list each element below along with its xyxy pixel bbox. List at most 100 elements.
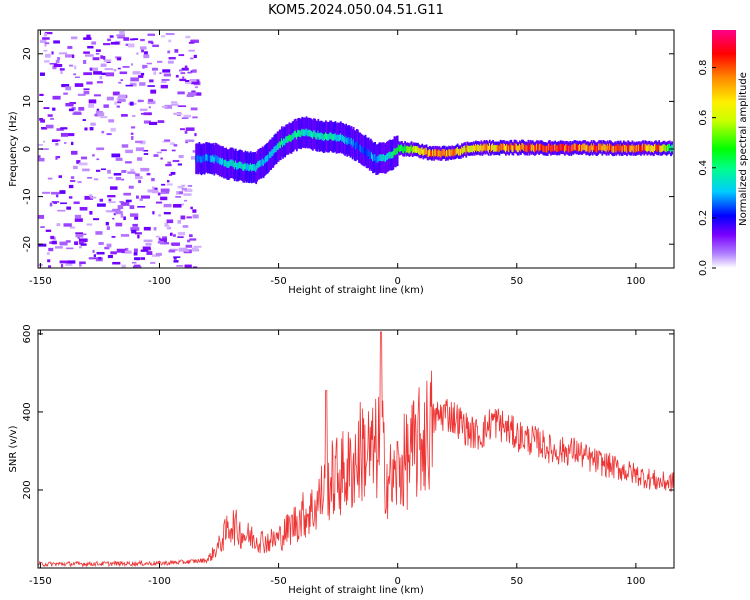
noise-patch xyxy=(100,168,106,171)
noise-patch xyxy=(136,52,139,55)
track-cell xyxy=(239,161,241,169)
track-cell xyxy=(338,134,341,142)
track-cell xyxy=(655,143,657,151)
noise-patch xyxy=(168,56,176,60)
noise-patch xyxy=(194,92,202,96)
track-cell xyxy=(252,164,254,171)
track-cell xyxy=(265,155,268,162)
track-cell xyxy=(497,144,500,152)
noise-patch xyxy=(116,57,122,61)
track-cell xyxy=(572,144,575,152)
noise-patch xyxy=(132,223,138,227)
track-cell xyxy=(536,143,538,151)
noise-patch xyxy=(101,130,105,134)
noise-patch xyxy=(39,93,44,96)
track-cell xyxy=(354,142,357,150)
noise-patch xyxy=(160,157,163,160)
noise-patch xyxy=(57,209,66,212)
track-cell xyxy=(622,143,625,151)
noise-patch xyxy=(56,128,64,131)
track-cell xyxy=(214,154,217,162)
noise-patch xyxy=(150,89,157,94)
track-cell xyxy=(562,144,565,151)
noise-patch xyxy=(154,187,158,191)
y-tick-label: 10 xyxy=(22,95,33,108)
track-cell xyxy=(501,143,504,151)
track-cell xyxy=(507,144,509,152)
noise-patch xyxy=(93,71,103,75)
noise-patch xyxy=(68,108,74,112)
noise-patch xyxy=(89,67,93,71)
track-cell xyxy=(245,164,248,171)
noise-patch xyxy=(125,199,132,203)
track-cell xyxy=(262,159,265,167)
noise-patch xyxy=(187,92,197,96)
track-cell xyxy=(435,149,438,157)
noise-patch xyxy=(177,105,187,107)
noise-patch xyxy=(182,76,185,79)
noise-patch xyxy=(46,252,50,255)
track-cell xyxy=(610,144,612,151)
noise-patch xyxy=(167,50,171,54)
track-cell xyxy=(518,143,521,151)
track-cell xyxy=(368,152,371,159)
noise-patch xyxy=(142,65,148,68)
noise-patch xyxy=(82,168,90,172)
track-cell xyxy=(647,144,650,152)
track-cell xyxy=(216,156,219,163)
noise-patch xyxy=(140,167,150,172)
noise-patch xyxy=(158,237,161,241)
noise-patch xyxy=(38,243,47,247)
noise-patch xyxy=(66,247,74,250)
noise-patch xyxy=(173,204,182,208)
colorbar-ticks: 0.0 0.2 0.4 0.6 0.8 xyxy=(698,60,716,276)
noise-patch xyxy=(108,198,112,202)
noise-patch xyxy=(164,139,171,142)
track-cell xyxy=(581,144,583,152)
track-cell xyxy=(327,134,329,141)
noise-patch xyxy=(132,38,139,41)
noise-patch xyxy=(160,238,167,243)
track-cell xyxy=(612,146,614,153)
noise-patch xyxy=(115,176,122,181)
colorbar: 0.0 0.2 0.4 0.6 0.8 Normalized spectral ampl… xyxy=(698,30,749,276)
noise-patch xyxy=(115,157,123,161)
track-cell xyxy=(329,132,332,140)
track-cell xyxy=(365,149,368,157)
noise-patch xyxy=(181,187,188,191)
track-cell xyxy=(293,131,296,138)
track-cell xyxy=(286,136,289,143)
track-cell xyxy=(449,149,452,157)
noise-patch xyxy=(168,174,173,176)
track-cell xyxy=(401,144,403,152)
noise-patch xyxy=(119,71,128,75)
noise-patch xyxy=(160,242,170,245)
noise-patch xyxy=(95,258,103,262)
noise-patch xyxy=(143,120,151,124)
noise-patch xyxy=(114,211,123,215)
noise-patch xyxy=(181,117,189,120)
noise-patch xyxy=(40,72,45,76)
track-cell xyxy=(592,143,595,151)
noise-patch xyxy=(139,46,147,50)
noise-patch xyxy=(129,101,134,106)
noise-patch xyxy=(81,233,87,236)
noise-patch xyxy=(142,149,149,152)
track-cell xyxy=(429,149,432,157)
track-cell xyxy=(247,164,250,172)
track-cell xyxy=(582,143,584,151)
track-cell xyxy=(526,145,529,153)
noise-patch xyxy=(42,191,51,194)
noise-patch xyxy=(148,98,154,102)
noise-patch xyxy=(54,246,63,249)
noise-patch xyxy=(140,257,146,260)
track-cell xyxy=(523,144,526,151)
noise-patch xyxy=(119,30,125,35)
track-cell xyxy=(416,146,418,153)
track-cell xyxy=(658,143,661,151)
track-cell xyxy=(459,148,462,156)
noise-patch xyxy=(116,34,126,37)
noise-patch xyxy=(107,169,111,174)
track-cell xyxy=(283,138,285,146)
x-tick-label: 100 xyxy=(626,576,645,587)
